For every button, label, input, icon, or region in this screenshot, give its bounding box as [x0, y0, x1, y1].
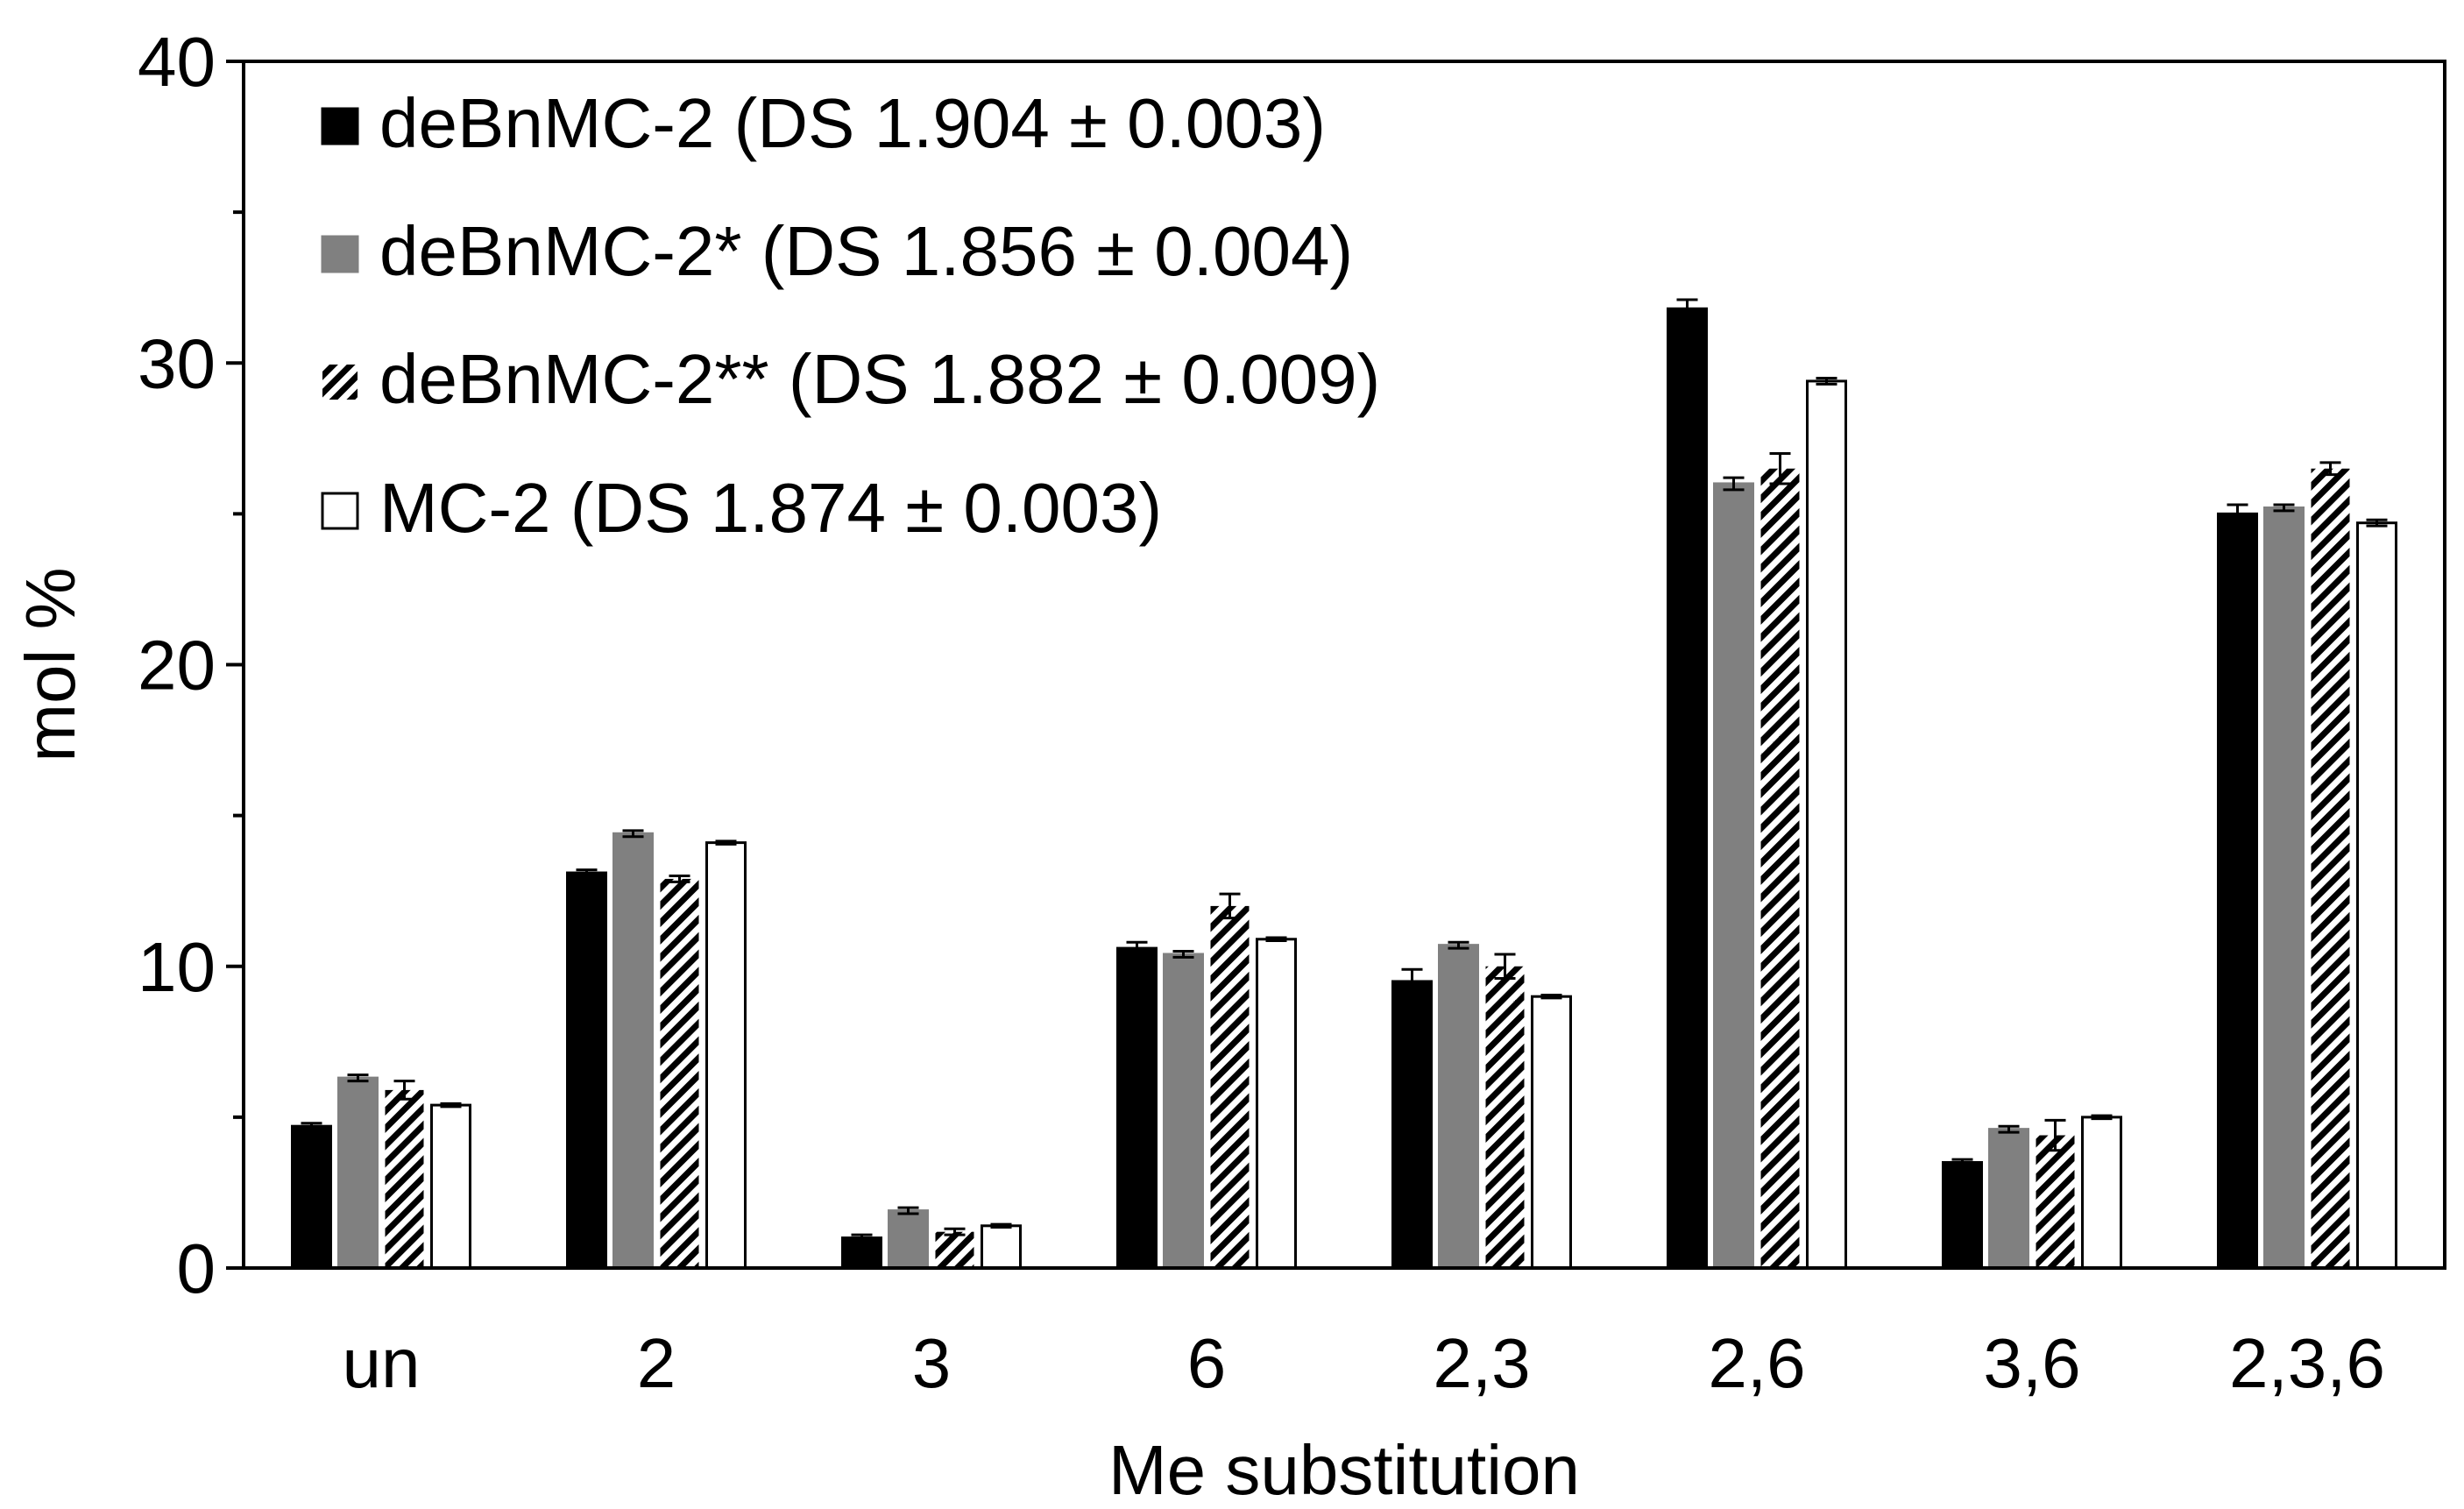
bar-1-3: [841, 1236, 882, 1270]
bar-2-2-3: [1438, 944, 1479, 1270]
error-bar: [2319, 461, 2341, 477]
error-bar: [301, 1122, 322, 1131]
x-axis-title: Me substitution: [1108, 1431, 1580, 1509]
bar-4-6: [1256, 938, 1297, 1270]
error-bar: [2273, 503, 2295, 513]
x-tick-label: 2,3: [1433, 1324, 1530, 1402]
axes-layer: [226, 60, 2446, 1270]
bars-layer: [291, 298, 2397, 1270]
error-bar: [1769, 452, 1791, 485]
x-tick-label: 3,6: [1983, 1324, 2080, 1402]
legend-item: deBnMC-2** (DS 1.882 ± 0.009): [322, 340, 1380, 418]
legend-swatch: [322, 365, 358, 400]
bar-4-2-6: [1806, 379, 1847, 1270]
error-bar: [393, 1080, 415, 1101]
error-bar: [1540, 993, 1562, 1000]
bar-1-un: [291, 1124, 332, 1270]
y-tick-label: 20: [138, 627, 216, 705]
error-bar: [944, 1227, 966, 1236]
error-bar: [1265, 936, 1287, 942]
bar-1-2: [566, 871, 607, 1270]
legend-label: deBnMC-2* (DS 1.856 ± 0.004): [379, 212, 1353, 290]
x-tick-label: 2,3,6: [2229, 1324, 2385, 1402]
error-bar: [2044, 1118, 2066, 1152]
error-bar: [1448, 940, 1469, 950]
legend-label: deBnMC-2** (DS 1.882 ± 0.009): [379, 340, 1380, 418]
error-bar: [669, 874, 690, 883]
bar-2-2: [612, 832, 654, 1270]
bar-4-3-6: [2081, 1116, 2122, 1270]
bar-1-2-3: [1391, 980, 1433, 1270]
bar-4-3: [981, 1224, 1022, 1270]
bar-4-2-3-6: [2356, 521, 2397, 1270]
legend-item: deBnMC-2* (DS 1.856 ± 0.004): [321, 212, 1353, 290]
bar-3-3: [935, 1231, 974, 1268]
bar-3-un: [385, 1089, 424, 1268]
y-tick-label: 0: [177, 1229, 216, 1307]
error-bar: [1723, 476, 1745, 492]
bar-2-3: [888, 1209, 929, 1270]
x-tick-label: 2: [637, 1324, 676, 1402]
bar-3-2-3: [1485, 966, 1525, 1268]
bar-2-2-3-6: [2263, 506, 2305, 1270]
error-bar: [1816, 376, 1837, 386]
error-bar: [1951, 1158, 1973, 1167]
error-bar: [851, 1233, 873, 1243]
bar-4-un: [430, 1103, 471, 1270]
bar-4-2-3: [1531, 995, 1572, 1270]
error-bar: [1494, 953, 1516, 981]
x-tick-label: 6: [1187, 1324, 1227, 1402]
error-bar: [897, 1206, 919, 1215]
error-bar: [440, 1102, 462, 1109]
legend-label: deBnMC-2 (DS 1.904 ± 0.003): [379, 84, 1326, 162]
error-bar: [990, 1222, 1012, 1229]
x-tick-label: un: [343, 1324, 421, 1402]
y-tick-label: 40: [138, 23, 216, 101]
error-bar: [1676, 298, 1698, 320]
error-bar: [2091, 1114, 2113, 1121]
error-bar: [622, 829, 644, 839]
legend-swatch: [321, 107, 359, 145]
bar-1-2-3-6: [2217, 512, 2258, 1270]
legend-label: MC-2 (DS 1.874 ± 0.003): [379, 469, 1162, 547]
bar-2-6: [1163, 953, 1204, 1270]
error-bar: [1219, 892, 1241, 920]
error-bar: [1401, 967, 1423, 995]
labels-layer: un 2 3 6 2,3 2,6 3,6 2,3,6 0 10 20 30 40 Me substitut…: [11, 23, 2385, 1509]
bar-1-3-6: [1942, 1161, 1983, 1270]
bar-3-2-6: [1760, 468, 1800, 1268]
bar-3-2: [660, 878, 699, 1268]
x-tick-label: 3: [912, 1324, 952, 1402]
error-bar: [2227, 503, 2248, 525]
legend-swatch: [321, 492, 359, 530]
bar-2-3-6: [1988, 1128, 2029, 1270]
legend-swatch: [321, 235, 359, 273]
error-bar: [2366, 518, 2388, 528]
error-bar: [576, 868, 598, 877]
x-tick-label: 2,6: [1708, 1324, 1805, 1402]
bar-1-6: [1116, 946, 1158, 1270]
bar-2-2-6: [1713, 482, 1754, 1270]
error-bar: [347, 1073, 369, 1083]
bar-1-2-6: [1667, 307, 1708, 1270]
legend-item: MC-2 (DS 1.874 ± 0.003): [321, 469, 1162, 547]
y-tick-label: 30: [138, 324, 216, 402]
legend: deBnMC-2 (DS 1.904 ± 0.003) deBnMC-2* (DS…: [321, 84, 1380, 547]
legend-item: deBnMC-2 (DS 1.904 ± 0.003): [321, 84, 1326, 162]
error-bar: [1998, 1124, 2020, 1134]
y-axis-title: mol %: [11, 567, 89, 762]
bar-3-3-6: [2036, 1135, 2075, 1268]
y-tick-label: 10: [138, 928, 216, 1006]
error-bar: [1172, 950, 1194, 959]
error-bar: [1126, 940, 1148, 956]
bar-4-2: [705, 841, 747, 1270]
bar-3-2-3-6: [2311, 468, 2350, 1268]
error-bar: [715, 840, 737, 846]
bar-2-un: [337, 1076, 379, 1270]
bar-3-6: [1210, 905, 1250, 1268]
